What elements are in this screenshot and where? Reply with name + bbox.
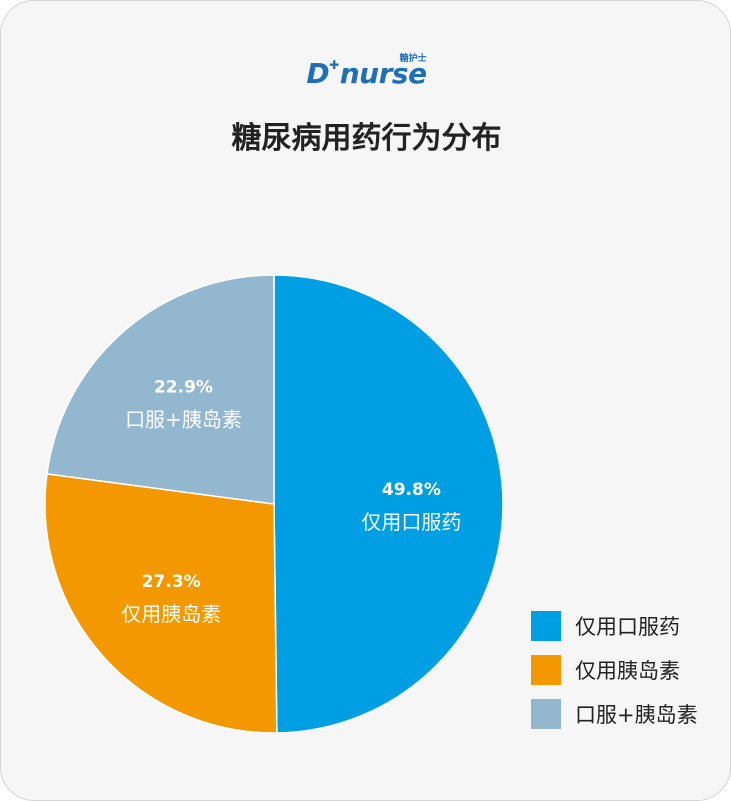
legend-item-combined: 口服+胰岛素 [531,692,698,736]
slice-name-label: 仅用口服药 [361,510,461,534]
legend-item-oral: 仅用口服药 [531,604,698,648]
legend-swatch-insulin [531,655,561,685]
legend-swatch-oral [531,611,561,641]
legend-item-insulin: 仅用胰岛素 [531,648,698,692]
logo-chinese: 糖护士 [399,54,427,64]
slice-name-label: 仅用胰岛素 [121,602,221,626]
logo-d: D [306,57,330,90]
legend-swatch-combined [531,699,561,729]
logo-nurse: nurse [339,57,427,90]
legend-label: 仅用口服药 [575,615,680,639]
logo-cross-icon: ✚ [329,58,339,72]
pie-slice-combined [46,274,275,505]
pie-slice-oral [273,274,504,734]
slice-percent-label: 49.8% [382,480,441,500]
chart-title: 糖尿病用药行为分布 [231,121,502,156]
slice-percent-label: 27.3% [142,572,201,592]
legend-label: 口服+胰岛素 [575,703,698,727]
legend: 仅用口服药 仅用胰岛素 口服+胰岛素 [531,604,698,736]
legend-label: 仅用胰岛素 [575,659,680,683]
slice-name-label: 口服+胰岛素 [125,408,242,432]
slice-percent-label: 22.9% [154,378,213,398]
pie-slice-insulin [44,473,278,734]
dnurse-logo: D✚nurse 糖护士 [1,54,731,97]
